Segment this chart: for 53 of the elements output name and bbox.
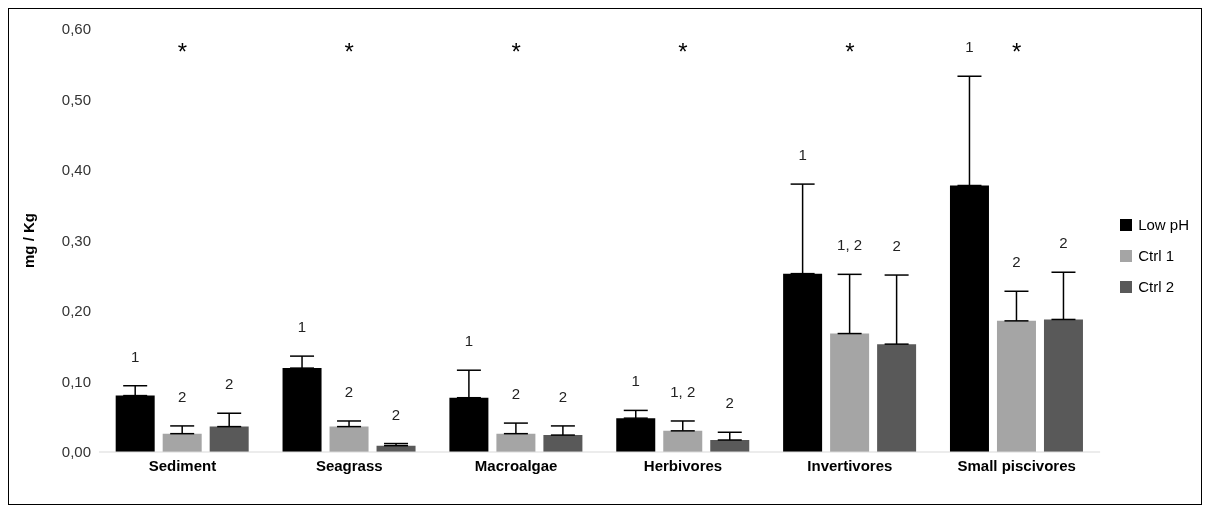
annotation: 2 (511, 385, 521, 403)
y-tick-label: 0,60 (61, 20, 91, 38)
bar (209, 426, 249, 452)
annotation: 2 (391, 405, 401, 423)
annotation: 2 (344, 382, 354, 400)
annotation: * (177, 38, 188, 66)
annotation: * (511, 38, 521, 66)
annotation: * (678, 38, 688, 66)
annotation: 2 (178, 387, 187, 405)
annotation: 1, 2 (837, 236, 863, 254)
bar (1043, 319, 1083, 452)
bar (663, 430, 703, 452)
x-tick-label: Macroalgae (474, 456, 558, 474)
annotation: 2 (1059, 234, 1068, 252)
y-tick-label: 0,30 (61, 231, 91, 249)
y-tick-label: 0,40 (61, 161, 91, 179)
y-axis-title: mg / Kg (20, 213, 38, 268)
bar (543, 435, 583, 452)
legend-label: Ctrl 1 (1138, 247, 1174, 264)
bar (616, 418, 656, 452)
bar (830, 333, 870, 452)
bar (162, 433, 202, 452)
bar (877, 344, 917, 452)
annotation: * (845, 38, 855, 66)
annotation: * (344, 38, 354, 66)
x-tick-label: Sediment (148, 456, 217, 474)
y-tick-label: 0,10 (61, 372, 91, 390)
y-tick-label: 0,00 (61, 443, 91, 461)
x-tick-label: Seagrass (315, 456, 383, 474)
x-tick-label: Small piscivores (957, 456, 1076, 474)
annotation: 2 (558, 387, 568, 405)
annotation: 2 (1012, 253, 1021, 271)
annotation: 1 (631, 372, 640, 390)
x-tick-label: Herbivores (643, 456, 723, 474)
legend-label: Low pH (1138, 216, 1189, 233)
legend-label: Ctrl 2 (1138, 278, 1174, 295)
annotation: 1 (965, 38, 974, 56)
bar (329, 426, 369, 452)
annotation: 2 (892, 237, 901, 255)
y-tick-label: 0,20 (61, 302, 91, 320)
annotation: 1 (798, 146, 807, 164)
annotation: 1 (131, 347, 140, 365)
annotation: 1 (464, 332, 474, 350)
annotation: 2 (225, 375, 234, 393)
annotation: 2 (725, 394, 734, 412)
bar (496, 433, 536, 452)
bar (282, 368, 322, 452)
x-tick-label: Invertivores (807, 456, 893, 474)
annotation: 1, 2 (670, 382, 696, 400)
annotation: 1 (297, 318, 307, 336)
annotation: * (1012, 38, 1022, 66)
y-tick-label: 0,50 (61, 90, 91, 108)
bar (996, 320, 1036, 452)
